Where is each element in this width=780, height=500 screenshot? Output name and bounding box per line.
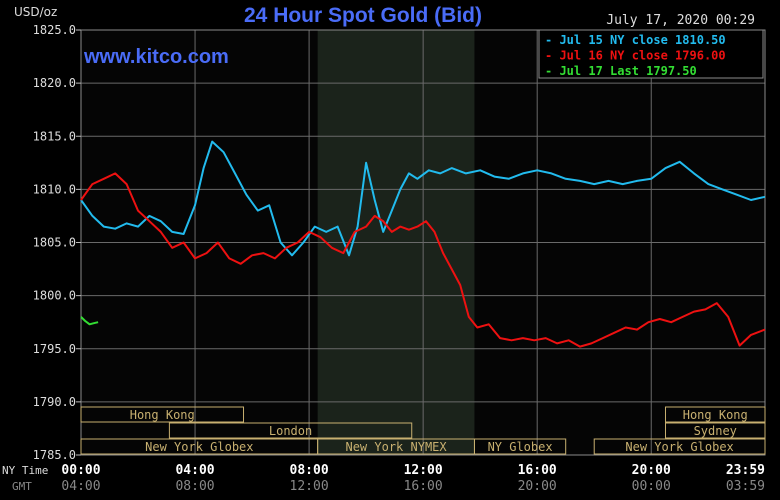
session-label: New York Globex <box>145 440 253 454</box>
y-tick-label: 1785.0 <box>33 448 76 462</box>
session-band <box>593 438 766 455</box>
x-tick-label-ny: 12:00 <box>404 463 443 478</box>
price-lines <box>80 140 766 348</box>
x-tick-label-gmt: 04:00 <box>61 479 100 494</box>
x-tick-label-ny: 20:00 <box>632 463 671 478</box>
series-line <box>80 140 766 257</box>
y-tick-label: 1800.0 <box>33 289 76 303</box>
x-axis-row2-label: GMT <box>12 480 32 493</box>
legend-entry: - Jul 15 NY close 1810.50 <box>545 33 726 47</box>
session-band <box>80 406 245 423</box>
legend-entry: - Jul 16 NY close 1796.00 <box>545 49 726 63</box>
x-tick-label-gmt: 03:59 <box>726 479 765 494</box>
series-line <box>80 316 99 326</box>
x-tick-label-ny: 23:59 <box>726 463 765 478</box>
legend: - Jul 15 NY close 1810.50 - Jul 16 NY clo… <box>538 29 764 79</box>
chart-timestamp: July 17, 2020 00:29 <box>606 13 755 28</box>
session-band <box>168 422 413 439</box>
kitco-watermark: www.kitco.com <box>83 46 229 68</box>
x-tick-label-gmt: 08:00 <box>175 479 214 494</box>
session-bands: Hong Kong London New York Globex New York N… <box>80 406 766 455</box>
chart-title: 24 Hour Spot Gold (Bid) <box>244 4 482 27</box>
session-label: Hong Kong <box>683 408 748 422</box>
y-axis: 1825.0 1820.0 1815.0 1810.0 1805.0 1800.0 1795… <box>33 23 81 462</box>
x-tick-label-gmt: 12:00 <box>290 479 329 494</box>
y-axis-unit-label: USD/oz <box>14 5 57 19</box>
y-tick-label: 1805.0 <box>33 236 76 250</box>
x-axis-row1-label: NY Time <box>2 464 48 477</box>
session-band <box>664 422 766 439</box>
legend-entry: - Jul 17 Last 1797.50 <box>545 64 697 78</box>
gridlines <box>80 29 766 456</box>
y-tick-label: 1820.0 <box>33 76 76 90</box>
y-tick-label: 1795.0 <box>33 342 76 356</box>
session-label: Sydney <box>694 424 737 438</box>
x-tick-label-ny: 16:00 <box>518 463 557 478</box>
session-band <box>473 438 567 455</box>
session-label: London <box>269 424 312 438</box>
session-label: New York NYMEX <box>345 440 447 454</box>
session-label: Hong Kong <box>130 408 195 422</box>
y-tick-label: 1790.0 <box>33 395 76 409</box>
y-tick-label: 1810.0 <box>33 182 76 196</box>
y-tick-label: 1825.0 <box>33 23 76 37</box>
legend-box <box>538 29 764 79</box>
session-label: New York Globex <box>625 440 733 454</box>
x-tick-label-ny: 00:00 <box>61 463 100 478</box>
session-band <box>664 406 766 423</box>
y-tick-label: 1815.0 <box>33 129 76 143</box>
x-tick-label-ny: 04:00 <box>175 463 214 478</box>
x-tick-label-ny: 08:00 <box>290 463 329 478</box>
series-line <box>80 172 766 348</box>
session-label: NY Globex <box>488 440 553 454</box>
x-tick-label-gmt: 16:00 <box>404 479 443 494</box>
x-tick-label-gmt: 20:00 <box>518 479 557 494</box>
x-tick-label-gmt: 00:00 <box>632 479 671 494</box>
